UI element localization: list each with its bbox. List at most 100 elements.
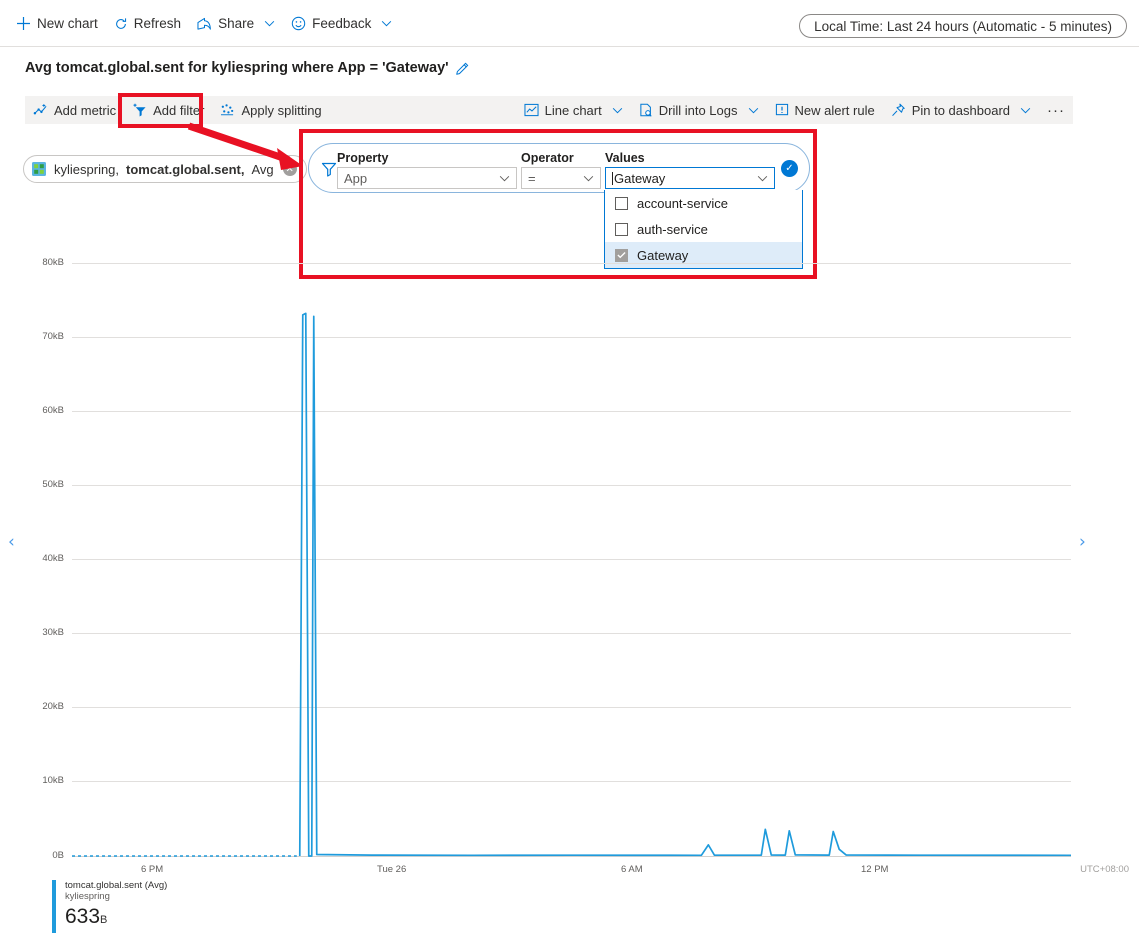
add-metric-label: Add metric	[54, 102, 117, 118]
alert-rule-icon	[775, 103, 789, 117]
y-axis-tick-label: 20kB	[42, 701, 64, 712]
metric-chip-scope: kyliespring,	[54, 161, 120, 177]
chevron-down-icon[interactable]	[381, 20, 392, 27]
checkbox-checked-icon[interactable]	[615, 248, 628, 262]
refresh-button[interactable]: Refresh	[106, 13, 189, 34]
y-axis-tick-label: 70kB	[42, 331, 64, 342]
x-axis-tick-label: 6 AM	[621, 864, 643, 875]
series-solid-segment	[298, 312, 1071, 857]
chart-toolbar-right: Line chart Drill into Logs New alert rul…	[516, 96, 1073, 124]
plus-icon	[16, 16, 31, 31]
add-filter-icon	[132, 103, 147, 117]
chevron-down-icon[interactable]	[748, 107, 759, 114]
pencil-icon[interactable]	[455, 62, 469, 75]
dropdown-option-label: Gateway	[637, 247, 689, 263]
chart-next-button[interactable]: ›	[1079, 532, 1086, 552]
y-axis-tick-label: 40kB	[42, 553, 64, 564]
time-range-picker[interactable]: Local Time: Last 24 hours (Automatic - 5…	[799, 14, 1127, 38]
filter-operator-select[interactable]: =	[521, 167, 601, 189]
text-cursor	[612, 171, 613, 185]
filter-values-dropdown: account-service auth-service Gateway	[604, 190, 803, 269]
drill-logs-icon	[639, 103, 653, 117]
add-metric-icon	[33, 103, 48, 117]
y-axis-tick-label: 80kB	[42, 257, 64, 268]
new-alert-rule-label: New alert rule	[794, 102, 875, 118]
filter-operator-value: =	[528, 170, 536, 186]
filter-panel: Property App Operator = Values Gateway	[308, 143, 810, 193]
feedback-label: Feedback	[312, 16, 372, 31]
chevron-down-icon[interactable]	[1020, 107, 1031, 114]
apply-splitting-label: Apply splitting	[241, 102, 322, 118]
dropdown-option-label: account-service	[637, 195, 729, 211]
metric-chip[interactable]: kyliespring, tomcat.global.sent, Avg ✕	[23, 155, 307, 183]
gridline	[72, 263, 1071, 264]
checkbox-unchecked-icon[interactable]	[615, 196, 628, 210]
checkbox-unchecked-icon[interactable]	[615, 222, 628, 236]
legend-color-swatch	[52, 880, 56, 933]
series-line	[72, 312, 1071, 857]
refresh-label: Refresh	[133, 16, 182, 31]
legend-value-unit: B	[100, 914, 108, 926]
feedback-button[interactable]: Feedback	[283, 13, 400, 34]
filter-confirm-button[interactable]: ✓	[781, 160, 798, 177]
filter-funnel-icon	[321, 161, 337, 177]
filter-property-select[interactable]: App	[337, 167, 517, 189]
gridline	[72, 559, 1071, 560]
y-axis-tick-label: 60kB	[42, 405, 64, 416]
share-icon	[197, 17, 212, 31]
pin-icon	[891, 103, 906, 117]
y-axis-tick-label: 10kB	[42, 775, 64, 786]
drill-into-logs-button[interactable]: Drill into Logs	[631, 96, 767, 124]
filter-values-label: Values	[605, 151, 645, 165]
gridline	[72, 707, 1071, 708]
dropdown-option-account-service[interactable]: account-service	[605, 190, 802, 216]
x-axis-tick-label: Tue 26	[377, 864, 407, 875]
more-options-button[interactable]: ···	[1047, 101, 1065, 119]
line-chart-icon	[524, 103, 539, 117]
apply-splitting-icon	[220, 103, 235, 117]
chevron-down-icon[interactable]	[264, 20, 275, 27]
command-bar: New chart Refresh Share Feedback	[0, 0, 1139, 47]
command-bar-items: New chart Refresh Share Feedback	[8, 13, 400, 34]
apply-splitting-button[interactable]: Apply splitting	[212, 96, 329, 124]
new-alert-rule-button[interactable]: New alert rule	[767, 96, 883, 124]
timezone-label: UTC+08:00	[1080, 864, 1129, 875]
legend-resource-name: kyliespring	[65, 891, 110, 902]
legend-text: tomcat.global.sent (Avg) kyliespring 633…	[65, 880, 167, 933]
y-axis-tick-label: 0B	[52, 850, 64, 861]
dropdown-option-auth-service[interactable]: auth-service	[605, 216, 802, 242]
chevron-down-icon	[583, 175, 594, 182]
filter-property-label: Property	[337, 151, 389, 165]
chart-type-button[interactable]: Line chart	[516, 96, 631, 124]
new-chart-button[interactable]: New chart	[8, 13, 106, 34]
refresh-icon	[114, 17, 128, 31]
add-metric-button[interactable]: Add metric	[25, 96, 124, 124]
gridline	[72, 781, 1071, 782]
axis-baseline	[72, 856, 1071, 857]
filter-values-value: Gateway	[614, 170, 666, 186]
chevron-down-icon	[499, 175, 510, 182]
share-button[interactable]: Share	[189, 13, 283, 34]
metric-scope-icon	[31, 161, 47, 177]
gridline	[72, 485, 1071, 486]
share-label: Share	[218, 16, 255, 31]
close-icon[interactable]: ✕	[282, 162, 297, 176]
pin-to-dashboard-button[interactable]: Pin to dashboard	[883, 96, 1039, 124]
chart-title-text: Avg tomcat.global.sent for kyliespring w…	[25, 60, 449, 76]
gridline	[72, 411, 1071, 412]
pin-to-dashboard-label: Pin to dashboard	[911, 102, 1010, 118]
chart-prev-button[interactable]: ‹	[8, 532, 15, 552]
dropdown-option-label: auth-service	[637, 221, 708, 237]
add-filter-label: Add filter	[153, 102, 205, 118]
chevron-down-icon[interactable]	[757, 175, 768, 182]
add-filter-button[interactable]: Add filter	[124, 96, 212, 124]
filter-values-field: Values Gateway	[605, 151, 775, 189]
chevron-down-icon[interactable]	[612, 107, 623, 114]
filter-values-combobox[interactable]: Gateway	[605, 167, 775, 189]
y-axis-tick-label: 30kB	[42, 627, 64, 638]
y-axis-tick-label: 50kB	[42, 479, 64, 490]
legend-metric-name: tomcat.global.sent (Avg)	[65, 880, 168, 891]
filter-property-field: Property App	[337, 151, 517, 189]
chart-legend: tomcat.global.sent (Avg) kyliespring 633…	[52, 880, 167, 933]
chart-type-label: Line chart	[544, 102, 602, 118]
